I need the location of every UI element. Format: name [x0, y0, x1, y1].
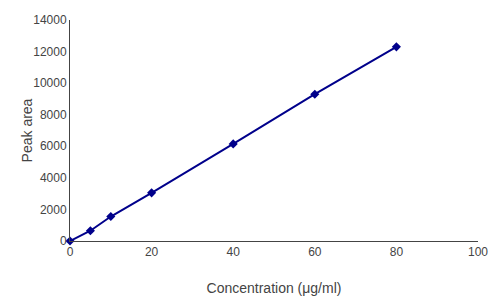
svg-text:20: 20 — [145, 245, 159, 259]
svg-text:0: 0 — [67, 245, 74, 259]
svg-text:0: 0 — [60, 234, 67, 248]
svg-text:10000: 10000 — [33, 76, 67, 90]
svg-text:40: 40 — [227, 245, 241, 259]
svg-text:60: 60 — [308, 245, 322, 259]
svg-text:8000: 8000 — [40, 108, 67, 122]
svg-text:4000: 4000 — [40, 171, 67, 185]
svg-text:2000: 2000 — [40, 203, 67, 217]
svg-text:80: 80 — [390, 245, 404, 259]
svg-text:14000: 14000 — [33, 13, 67, 27]
svg-text:6000: 6000 — [40, 139, 67, 153]
svg-text:Concentration (μg/ml): Concentration (μg/ml) — [207, 280, 342, 296]
svg-text:12000: 12000 — [33, 45, 67, 59]
svg-text:100: 100 — [468, 245, 488, 259]
svg-text:Peak area: Peak area — [19, 98, 35, 162]
